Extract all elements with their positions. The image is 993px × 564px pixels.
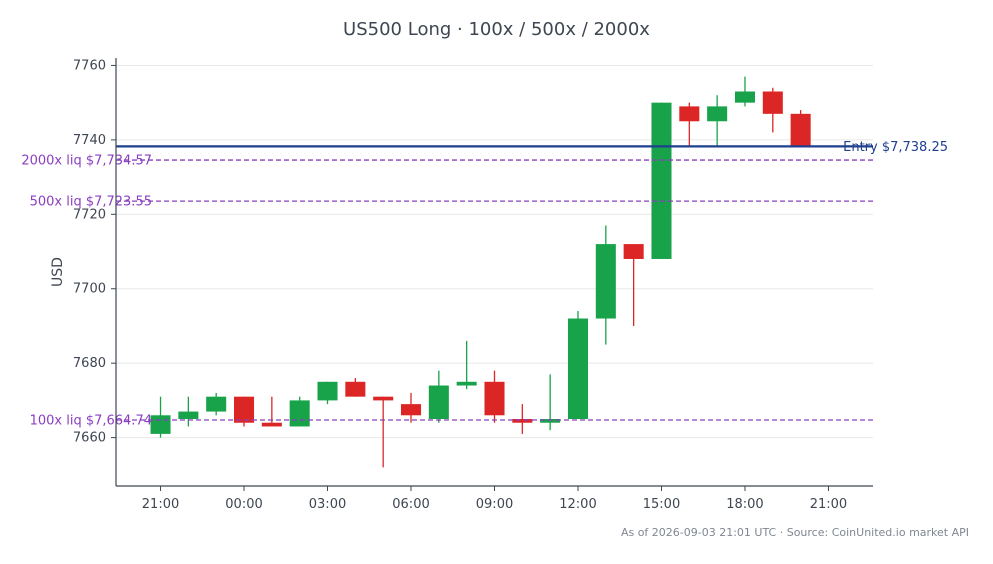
y-tick-label: 7740 [73,133,106,148]
candle-up [428,370,449,423]
x-tick-label: 12:00 [559,497,596,512]
candle-down [400,392,422,423]
candle-body [400,404,422,416]
candle-down [234,396,255,427]
grid-lines [116,64,873,439]
candle-body [317,381,338,401]
y-tick-label: 7720 [73,207,106,222]
candle-up [734,76,755,107]
candle-up [540,374,561,431]
liquidation-label: 500x liq $7,723.55 [30,195,152,210]
candle-up [651,102,672,259]
candle-body [234,396,255,423]
y-axis-label: USD [50,257,66,287]
liquidation-lines: 2000x liq $7,734.57 500x liq $7,723.55 100… [21,154,873,428]
candle-up [289,396,310,427]
candle-body [484,381,505,416]
candle-body [428,385,449,420]
candle-up [456,340,477,390]
candle-body [540,419,561,423]
candle-down [623,244,644,326]
candle-up [567,311,589,420]
x-tick-label: 21:00 [142,497,179,512]
x-tick-label: 00:00 [225,497,262,512]
candle-down [790,110,811,148]
candle-down [373,396,394,468]
y-tick-label: 7680 [73,356,106,371]
candle-down [762,87,783,133]
candle-up [707,95,728,148]
candle-body [623,244,644,259]
x-tick-label: 03:00 [309,497,346,512]
candle-body [790,113,811,148]
candle-body [206,396,227,412]
candle-down [512,404,533,434]
candle-body [178,411,199,420]
candle-body [679,106,700,122]
x-tick-label: 09:00 [476,497,513,512]
x-tick-label: 06:00 [392,497,429,512]
candle-body [595,244,616,319]
liquidation-label: 2000x liq $7,734.57 [21,154,152,169]
liquidation-label: 100x liq $7,664.74 [30,413,152,428]
y-tick-label: 7760 [73,58,106,73]
candle-up [595,225,616,345]
candle-body [373,396,394,401]
candle-down [484,370,505,423]
candle-body [345,381,366,397]
candle-down [345,378,366,397]
axes: 7660 7680 7700 7720 7740 7760 21:00 00:00 03:00 0… [50,58,873,512]
candle-up [317,381,338,405]
candle-body [150,415,171,434]
y-tick-label: 7700 [73,282,106,297]
candle-up [150,396,171,438]
entry-label: Entry $7,738.25 [843,140,948,155]
candle-down [261,396,282,427]
x-tick-label: 18:00 [726,497,763,512]
candle-up [206,392,227,416]
candle-body [707,106,728,122]
candles [150,76,811,468]
candle-body [512,419,533,423]
candle-body [734,91,755,103]
candle-down [679,102,700,148]
candle-body [261,422,282,427]
candle-body [289,400,310,427]
entry-line-group: Entry $7,738.25 [116,140,948,155]
x-tick-label: 21:00 [810,497,847,512]
candle-body [567,318,589,420]
candle-body [762,91,783,114]
chart-title: US500 Long · 100x / 500x / 2000x [343,19,650,40]
candle-up [178,396,199,427]
y-tick-label: 7660 [73,431,106,446]
x-tick-label: 15:00 [643,497,680,512]
candle-body [651,102,672,259]
source-note: As of 2026-09-03 21:01 UTC · Source: Coi… [620,526,969,539]
candle-body [456,381,477,386]
